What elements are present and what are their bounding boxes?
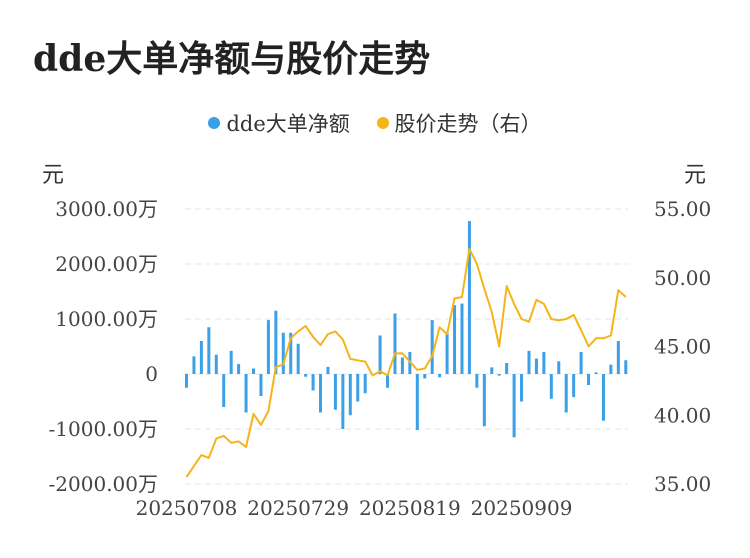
right-tick-label: 55.00 <box>654 197 711 221</box>
dde-bar <box>356 374 360 402</box>
chart-title: dde大单净额与股价走势 <box>33 38 431 80</box>
right-tick-label: 50.00 <box>654 266 711 290</box>
legend-dot-dde <box>208 117 221 129</box>
left-tick-label: 1000.00万 <box>55 307 158 331</box>
dde-bar <box>609 364 613 374</box>
dde-bar <box>564 374 568 413</box>
dde-bar <box>520 374 524 402</box>
legend-item-price[interactable]: 股价走势（右） <box>376 108 542 138</box>
dde-bar <box>192 356 196 374</box>
left-axis-unit: 元 <box>42 163 65 188</box>
dde-bar <box>400 357 404 374</box>
dde-bar <box>393 313 397 374</box>
left-tick-label: -2000.00万 <box>49 472 158 496</box>
legend: dde大单净额 股价走势（右） <box>0 108 750 138</box>
right-tick-label: 35.00 <box>654 472 711 496</box>
dde-bar <box>386 374 390 388</box>
dde-bar <box>527 350 531 374</box>
legend-label-dde: dde大单净额 <box>226 112 350 136</box>
dde-bar <box>214 354 218 374</box>
dde-bar <box>445 332 449 374</box>
dde-bar <box>572 374 576 398</box>
dde-bar <box>460 303 464 374</box>
legend-item-dde[interactable]: dde大单净额 <box>208 108 350 138</box>
dde-bar <box>304 374 308 377</box>
dde-bar <box>601 374 605 421</box>
left-tick-label: 3000.00万 <box>55 197 158 221</box>
dde-bar <box>512 374 516 438</box>
dde-bar <box>244 374 248 413</box>
dde-bar <box>579 352 583 374</box>
dde-bar <box>348 374 352 416</box>
dde-bar <box>378 335 382 374</box>
right-axis-unit: 元 <box>684 163 707 188</box>
dde-bar <box>423 374 427 379</box>
dde-bar <box>199 341 203 374</box>
dde-bar <box>296 343 300 374</box>
x-tick-label: 20250909 <box>471 496 573 520</box>
legend-dot-price <box>376 117 389 129</box>
right-tick-label: 45.00 <box>654 335 711 359</box>
price-line-group <box>185 247 627 478</box>
dde-bar <box>438 374 442 378</box>
left-tick-label: 2000.00万 <box>55 252 158 276</box>
dde-bar <box>341 374 345 429</box>
dde-bar <box>185 374 188 388</box>
left-tick-label: -1000.00万 <box>49 417 158 441</box>
dde-bar <box>274 310 278 374</box>
dde-bar <box>207 327 211 374</box>
x-tick-label: 20250729 <box>247 496 349 520</box>
dde-bar <box>505 363 509 374</box>
dde-bar <box>467 221 471 374</box>
right-tick-label: 40.00 <box>654 403 711 427</box>
dde-bar <box>281 332 285 374</box>
dde-bar <box>229 350 233 374</box>
dde-bar <box>311 374 315 391</box>
dde-bar <box>534 358 538 374</box>
legend-label-price: 股价走势（右） <box>394 112 542 136</box>
dde-bar <box>259 374 263 396</box>
dde-bar <box>333 374 337 410</box>
x-tick-label: 20250819 <box>359 496 461 520</box>
dde-bars <box>185 221 628 438</box>
dde-bar <box>549 374 553 399</box>
dde-bar <box>326 366 330 374</box>
dde-bar <box>237 364 241 374</box>
dde-bar <box>557 361 561 374</box>
x-tick-label: 20250708 <box>136 496 238 520</box>
left-tick-label: 0 <box>145 362 158 386</box>
dde-bar <box>616 341 620 374</box>
dde-bar <box>475 374 479 388</box>
price-line <box>185 247 627 478</box>
dde-bar <box>453 305 457 374</box>
dde-bar <box>266 320 270 374</box>
dde-bar <box>415 374 419 431</box>
dde-bar <box>289 332 293 374</box>
dde-bar <box>222 374 226 407</box>
dde-bar <box>363 374 367 394</box>
grid-lines <box>185 208 628 485</box>
dde-bar <box>624 360 628 374</box>
dde-bar <box>497 374 501 376</box>
dde-bar <box>482 374 486 427</box>
dde-bar <box>490 367 494 374</box>
dde-bar <box>542 352 546 374</box>
dde-bar <box>430 320 434 374</box>
dde-bar <box>319 374 323 413</box>
dde-bar <box>594 372 598 374</box>
dde-bar <box>252 368 256 374</box>
dde-bar <box>587 374 591 385</box>
axis-labels: 3000.00万 2000.00万 1000.00万 0 -1000.00万 -2000.… <box>49 197 712 520</box>
